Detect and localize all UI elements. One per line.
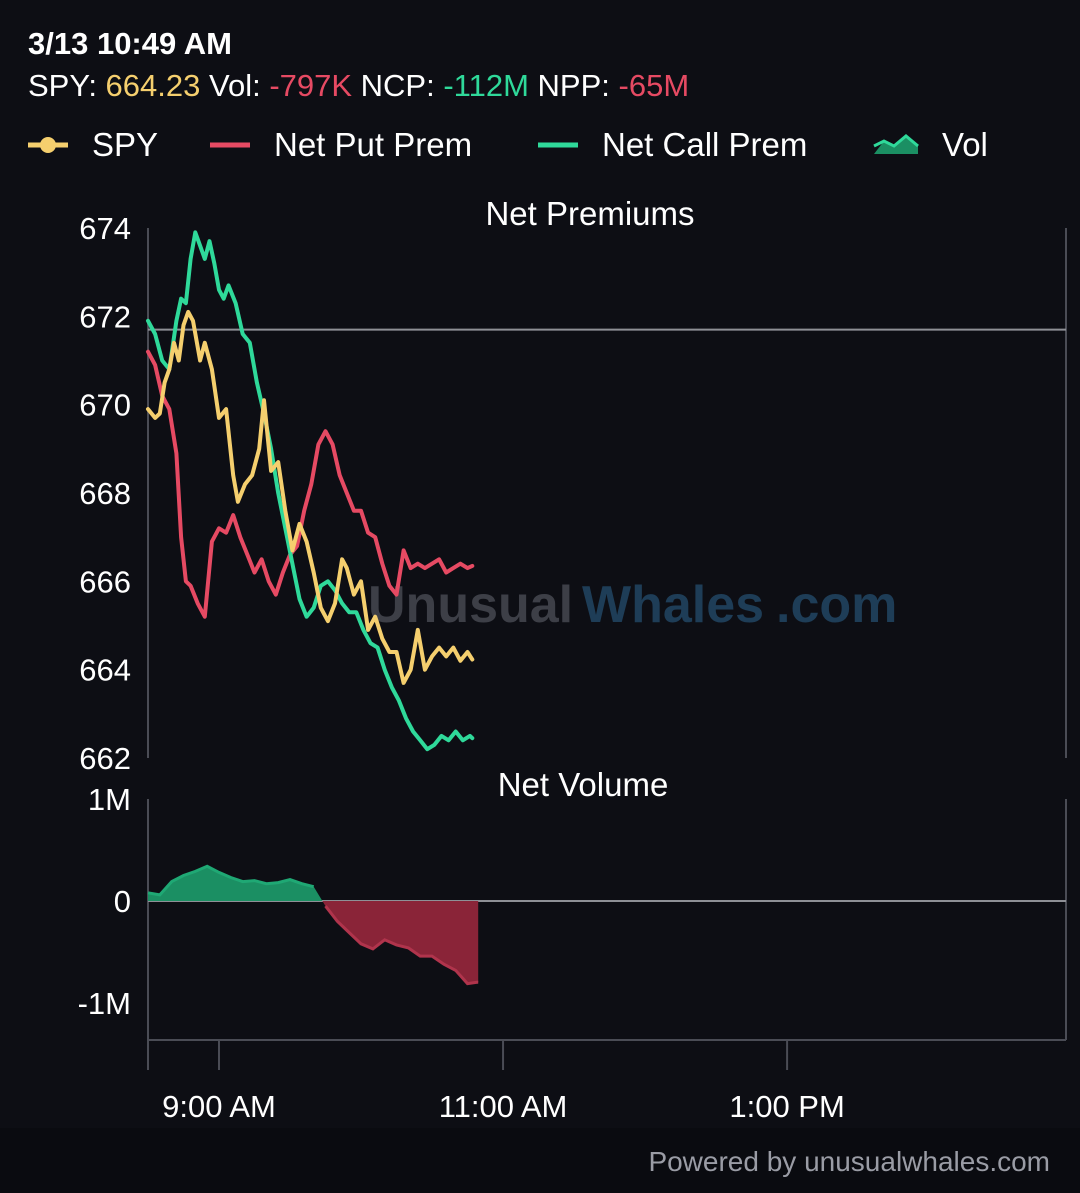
- timestamp: 3/13 10:49 AM: [28, 26, 232, 61]
- npp-value: -65M: [618, 68, 690, 103]
- premium-ytick-label: 672: [79, 299, 131, 334]
- legend-item-call[interactable]: Net Call Prem: [536, 124, 807, 166]
- legend-label-put: Net Put Prem: [274, 126, 473, 163]
- volume-chart-title: Net Volume: [498, 766, 669, 803]
- legend-item-put[interactable]: Net Put Prem: [208, 124, 472, 166]
- premium-chart-title: Net Premiums: [485, 195, 694, 232]
- stats-line: SPY: 664.23 Vol: -797K NCP: -112M NPP: -…: [28, 68, 689, 104]
- vol-area-legend-icon: [873, 134, 919, 154]
- volume-ytick-label: -1M: [78, 986, 131, 1021]
- watermark-whales: Whales: [582, 576, 764, 634]
- volume-negative-area: [322, 901, 479, 984]
- call-legend-icon: [538, 142, 578, 148]
- net-call-prem-line: [146, 230, 475, 752]
- ncp-value: -112M: [443, 68, 529, 103]
- chart-legend: SPY Net Put Prem Net Call Prem Vol: [26, 124, 1066, 166]
- premium-ytick-label: 666: [79, 564, 131, 599]
- premium-ytick-label: 668: [79, 476, 131, 511]
- watermark-unusual: Unusual: [368, 576, 573, 634]
- volume-negative-line: [324, 905, 479, 986]
- vol-value: -797K: [269, 68, 353, 103]
- spy-legend-icon: [28, 137, 68, 153]
- legend-item-spy[interactable]: SPY: [26, 124, 158, 166]
- spy-label: SPY:: [28, 68, 106, 103]
- spy-value: 664.23: [105, 68, 201, 103]
- time-tick-label: 1:00 PM: [729, 1089, 844, 1124]
- footer: Powered by unusualwhales.com: [0, 1128, 1080, 1193]
- legend-item-vol[interactable]: Vol: [872, 124, 988, 166]
- net-put-prem-line: [146, 349, 475, 619]
- footer-attribution: Powered by unusualwhales.com: [648, 1146, 1050, 1177]
- volume-positive-line: [147, 864, 315, 897]
- npp-label: NPP:: [528, 68, 619, 103]
- watermark-com: .com: [776, 576, 897, 634]
- time-tick-label: 11:00 AM: [439, 1089, 568, 1124]
- legend-label-vol: Vol: [942, 126, 988, 163]
- chart-area: Unusual Whales .com Net Premiums Net Volume 6…: [78, 195, 1067, 1124]
- ncp-label: NCP:: [352, 68, 444, 103]
- volume-ytick-label: 1M: [88, 782, 131, 817]
- premium-ytick-label: 670: [79, 388, 131, 423]
- premium-ytick-label: 664: [79, 653, 131, 688]
- put-legend-icon: [210, 142, 250, 148]
- premium-ytick-label: 674: [79, 211, 131, 246]
- premium-ytick-label: 662: [79, 741, 131, 776]
- spy-price-line: [146, 309, 475, 685]
- time-tick-label: 9:00 AM: [162, 1089, 276, 1124]
- volume-positive-area: [148, 866, 323, 901]
- volume-ytick-label: 0: [114, 884, 131, 919]
- legend-label-spy: SPY: [92, 126, 159, 163]
- vol-label: Vol:: [200, 68, 270, 103]
- legend-label-call: Net Call Prem: [602, 126, 808, 163]
